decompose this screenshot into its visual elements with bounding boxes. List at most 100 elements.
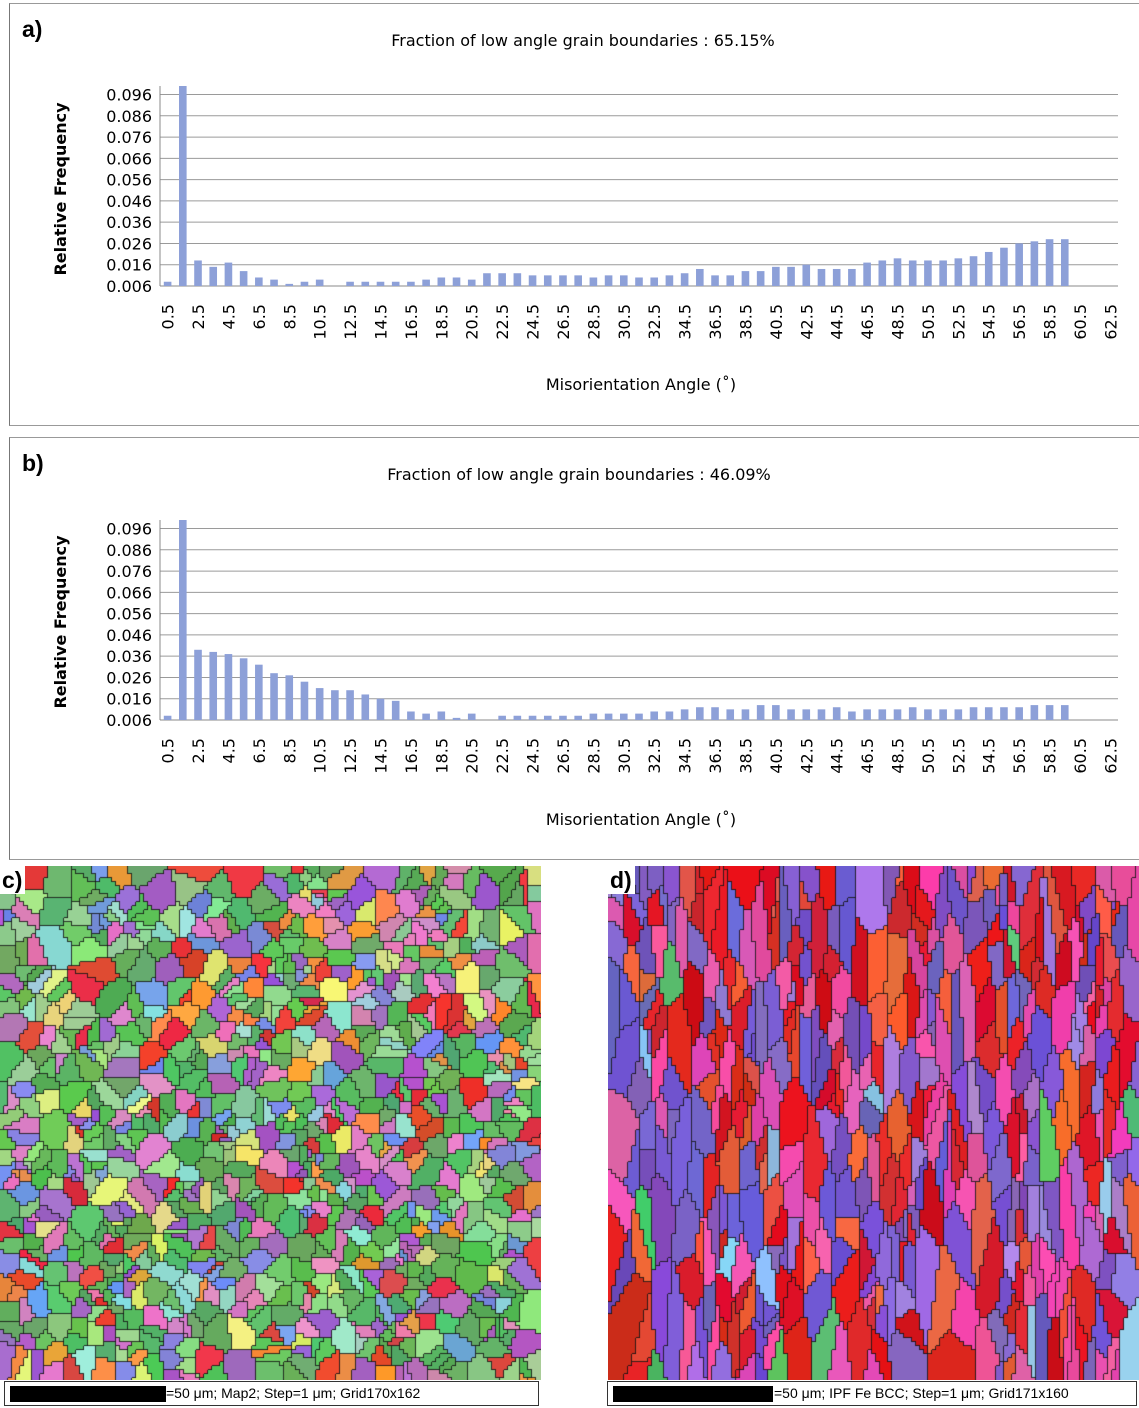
scale-bar-block-d (613, 1386, 773, 1402)
y-tick-label: 0.046 (106, 626, 152, 645)
x-axis-label-a: Misorientation Angle (˚) (546, 375, 736, 394)
bar-b-36.5 (711, 707, 719, 720)
bar-b-24.5 (528, 715, 537, 720)
bar-b-26.5 (559, 715, 567, 720)
bar-a-18.5 (437, 277, 446, 286)
y-tick-label: 0.016 (106, 690, 152, 709)
x-tick-label: 46.5 (858, 738, 877, 774)
x-tick-label: 2.5 (189, 304, 208, 329)
x-tick-label: 44.5 (828, 738, 847, 774)
y-tick-label: 0.046 (106, 192, 152, 211)
bar-a-19.5 (452, 277, 461, 286)
bar-a-8.5 (285, 283, 294, 286)
x-tick-label: 24.5 (524, 304, 543, 340)
bar-b-34.5 (680, 709, 689, 720)
bar-a-30.5 (619, 275, 628, 286)
bar-b-43.5 (817, 709, 826, 720)
bar-a-9.5 (300, 281, 309, 286)
x-tick-label: 38.5 (736, 304, 755, 340)
panel-label-b: b) (22, 450, 44, 476)
bar-a-39.5 (756, 271, 765, 286)
bar-b-8.5 (285, 675, 294, 720)
bar-a-4.5 (224, 262, 233, 286)
bar-a-33.5 (665, 275, 674, 286)
bar-a-47.5 (878, 260, 887, 286)
x-tick-label: 14.5 (371, 738, 390, 774)
bar-b-23.5 (513, 715, 522, 720)
bar-a-44.5 (832, 268, 841, 286)
x-tick-label: 0.5 (159, 738, 178, 763)
x-tick-label: 34.5 (676, 738, 695, 774)
bar-b-31.5 (635, 713, 643, 720)
y-axis-label-b: Relative Frequency (51, 535, 70, 709)
bar-b-52.5 (954, 709, 963, 720)
x-tick-label: 26.5 (554, 738, 573, 774)
x-tick-label: 50.5 (919, 304, 938, 340)
y-tick-label: 0.086 (106, 107, 152, 126)
bar-a-40.5 (772, 266, 780, 286)
x-tick-label: 4.5 (219, 304, 238, 329)
y-tick-label: 0.036 (106, 213, 152, 232)
bar-a-58.5 (1045, 239, 1054, 286)
x-tick-label: 10.5 (311, 738, 330, 774)
x-tick-label: 10.5 (311, 304, 330, 340)
x-tick-label: 26.5 (554, 304, 573, 340)
y-axis-label-a: Relative Frequency (51, 102, 70, 276)
x-tick-label: 44.5 (828, 304, 847, 340)
x-tick-label: 20.5 (463, 738, 482, 774)
x-tick-label: 62.5 (1101, 304, 1120, 340)
x-tick-label: 32.5 (645, 738, 664, 774)
bar-b-29.5 (604, 713, 613, 720)
bar-a-57.5 (1030, 241, 1039, 286)
x-tick-label: 24.5 (524, 738, 543, 774)
ebsd-map-d: d) (608, 866, 1139, 1380)
bar-a-27.5 (574, 275, 582, 286)
y-tick-label: 0.076 (106, 128, 152, 147)
bar-b-4.5 (224, 654, 233, 720)
bar-a-38.5 (741, 271, 750, 286)
bar-b-2.5 (194, 649, 202, 720)
bar-a-55.5 (1000, 247, 1008, 286)
bar-a-36.5 (711, 275, 719, 286)
bar-a-31.5 (635, 277, 643, 286)
bar-b-13.5 (361, 694, 370, 720)
bar-b-51.5 (939, 709, 947, 720)
scale-bar-text-c: =50 μm; Map2; Step=1 μm; Grid170x162 (166, 1385, 421, 1401)
x-tick-label: 12.5 (341, 304, 360, 340)
bar-a-34.5 (680, 273, 689, 286)
bar-a-21.5 (483, 273, 491, 286)
bar-b-42.5 (802, 709, 811, 720)
x-tick-label: 48.5 (889, 304, 908, 340)
bar-b-48.5 (893, 709, 902, 720)
x-tick-label: 56.5 (1010, 738, 1029, 774)
x-tick-label: 60.5 (1071, 304, 1090, 340)
x-tick-label: 30.5 (615, 738, 634, 774)
x-tick-label: 12.5 (341, 738, 360, 774)
x-tick-label: 4.5 (219, 738, 238, 763)
y-tick-label: 0.036 (106, 647, 152, 666)
x-tick-label: 52.5 (949, 304, 968, 340)
chart-title-b: Fraction of low angle grain boundaries :… (387, 465, 771, 484)
misorientation-histogram-b: Fraction of low angle grain boundaries :… (51, 465, 1120, 829)
scale-bar-d: =50 μm; IPF Fe BCC; Step=1 μm; Grid171x1… (607, 1381, 1137, 1406)
bar-a-50.5 (924, 260, 932, 286)
bar-b-56.5 (1015, 707, 1023, 720)
bar-a-13.5 (361, 281, 370, 286)
x-tick-label: 18.5 (432, 738, 451, 774)
x-tick-label: 16.5 (402, 304, 421, 340)
misorientation-histogram-a: Fraction of low angle grain boundaries :… (51, 31, 1120, 394)
bar-b-10.5 (315, 688, 324, 720)
bar-a-53.5 (969, 256, 978, 286)
y-tick-label: 0.006 (106, 711, 152, 730)
bar-a-54.5 (984, 251, 993, 286)
x-tick-label: 46.5 (858, 304, 877, 340)
x-tick-label: 58.5 (1041, 304, 1060, 340)
bar-b-41.5 (787, 709, 795, 720)
x-tick-label: 20.5 (463, 304, 482, 340)
x-tick-label: 36.5 (706, 304, 725, 340)
y-tick-label: 0.066 (106, 149, 152, 168)
scale-bar-block-c (10, 1386, 166, 1402)
histogram-panel-a: a) Fraction of low angle grain boundarie… (9, 3, 1139, 426)
ebsd-orientation-map-c (0, 866, 541, 1380)
bar-b-14.5 (376, 698, 385, 720)
